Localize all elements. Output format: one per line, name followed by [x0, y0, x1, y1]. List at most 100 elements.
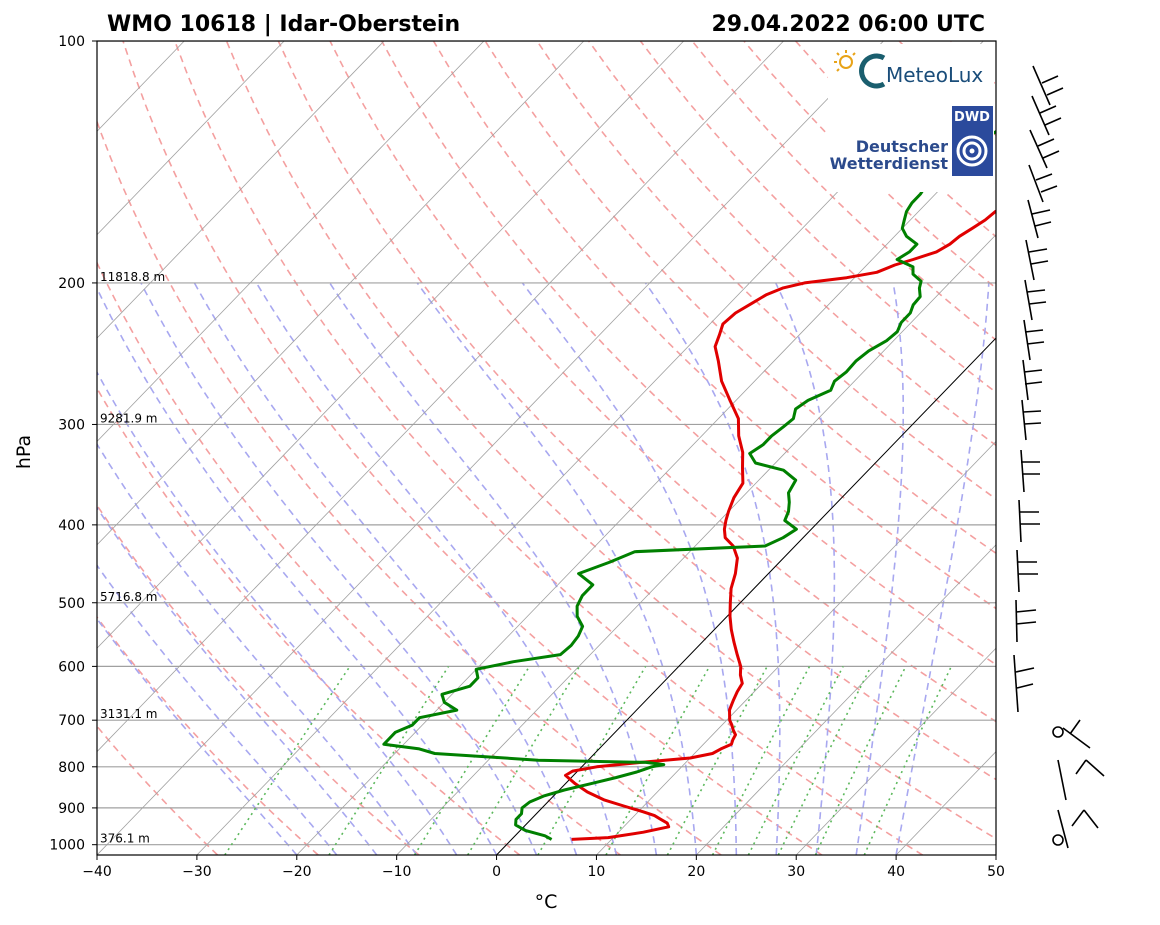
x-tick-label: −20 — [282, 864, 312, 880]
isotherm-line — [97, 41, 485, 443]
moist-adiabat-line — [255, 282, 618, 855]
x-tick-label: 10 — [588, 864, 606, 880]
sounding-series — [382, 129, 996, 841]
y-tick-label: 700 — [58, 713, 85, 729]
moist-adiabat-line — [97, 442, 418, 855]
mixing-ratio-line — [814, 666, 907, 855]
dry-adiabat-line — [97, 260, 621, 855]
y-tick-label: 800 — [58, 760, 85, 776]
x-tick-label: −40 — [82, 864, 112, 880]
station-title: WMO 10618 | Idar-Oberstein — [107, 12, 460, 37]
x-tick-label: −10 — [382, 864, 412, 880]
height-label: 376.1 m — [100, 832, 150, 846]
dry-adiabat-line — [329, 41, 996, 723]
x-tick-label: 20 — [687, 864, 705, 880]
x-axis-label: °C — [535, 891, 558, 913]
moist-adiabat-line — [329, 282, 658, 855]
mixing-ratio-line — [777, 666, 872, 855]
x-tick-label: 30 — [787, 864, 805, 880]
dwd-line2: Wetterdienst — [830, 154, 949, 173]
moist-adiabat-line — [97, 564, 338, 855]
y-tick-label: 500 — [58, 596, 85, 612]
moist-adiabat-line — [97, 506, 378, 855]
zero-isotherm — [496, 337, 996, 855]
x-axis-ticks: −40 −30 −20 −10 0 10 20 30 40 50 — [82, 855, 1005, 880]
isotherm-line — [97, 41, 884, 855]
height-label: 11818.8 m — [100, 270, 165, 284]
dry-adiabat-line — [97, 615, 319, 855]
y-tick-label: 400 — [58, 518, 85, 534]
dry-adiabat-line — [432, 41, 996, 610]
x-tick-label: 40 — [887, 864, 905, 880]
moist-adiabat-line — [774, 282, 836, 855]
isotherm-line — [97, 41, 684, 649]
wind-barbs — [1013, 65, 1105, 849]
isotherm-line — [696, 544, 996, 855]
x-tick-label: −30 — [182, 864, 212, 880]
height-label: 9281.9 m — [100, 411, 158, 425]
isotherm-line — [97, 41, 784, 753]
dry-adiabat-line — [1003, 41, 1160, 855]
y-axis-ticks: 100 200 300 400 500 600 700 800 900 1000 — [49, 34, 97, 854]
moist-adiabats — [97, 282, 990, 855]
dry-adiabat-line — [97, 119, 722, 855]
y-tick-label: 1000 — [49, 838, 85, 854]
isotherm-line — [596, 440, 996, 855]
mixing-ratio-line — [328, 665, 450, 855]
y-tick-label: 200 — [58, 276, 85, 292]
isotherm-line — [995, 854, 996, 855]
isotherm-line — [97, 41, 585, 546]
dry-adiabat-line — [122, 41, 823, 855]
x-tick-label: 50 — [987, 864, 1005, 880]
dry-adiabat-line — [97, 386, 521, 855]
dwd-abbr: DWD — [954, 110, 990, 125]
dry-adiabat-line — [484, 41, 996, 555]
height-label: 3131.1 m — [100, 707, 158, 721]
y-tick-label: 300 — [58, 417, 85, 433]
y-tick-label: 100 — [58, 34, 85, 50]
meteolux-swirl-icon — [859, 53, 886, 89]
y-tick-label: 900 — [58, 801, 85, 817]
mixing-ratio-line — [747, 666, 844, 855]
x-tick-label: 0 — [492, 864, 501, 880]
plot-area: 11818.8 m 9281.9 m 5716.8 m 3131.1 m 376.1 m… — [97, 41, 1160, 855]
dewpoint-profile-line — [382, 129, 996, 841]
moist-adiabat-line — [97, 286, 498, 855]
mixing-ratio-line — [413, 665, 531, 855]
moist-adiabat-line — [97, 370, 458, 855]
height-label: 5716.8 m — [100, 590, 158, 604]
dry-adiabat-line — [536, 41, 996, 500]
mixing-ratio-line — [666, 666, 768, 855]
isotherm-line — [795, 647, 996, 855]
dry-adiabat-line — [277, 41, 996, 781]
meteolux-logo: MeteoLux — [834, 50, 983, 89]
dwd-spiral-icon — [956, 135, 988, 167]
dry-adiabat-line — [380, 41, 996, 666]
moist-adiabat-line — [193, 282, 578, 855]
mixing-ratio-line — [863, 666, 953, 855]
plot-frame — [96, 40, 997, 856]
moist-adiabat-line — [140, 282, 538, 855]
moist-adiabat-line — [97, 617, 298, 855]
temperature-profile-line — [564, 209, 996, 841]
dwd-line1: Deutscher — [856, 137, 948, 156]
sun-icon — [834, 50, 856, 72]
mixing-ratio-lines — [224, 665, 953, 855]
meteolux-wordmark: MeteoLux — [886, 63, 983, 87]
dry-adiabat-line — [1106, 41, 1160, 855]
moist-adiabat-line — [895, 282, 990, 855]
dwd-logo: DWD Deutscher Wetterdienst — [830, 106, 993, 176]
moist-adiabat-line — [521, 282, 738, 855]
zero-isotherm-line — [496, 337, 996, 855]
dry-adiabat-line — [174, 41, 924, 855]
isotherm-line — [396, 234, 996, 855]
datetime-title: 29.04.2022 06:00 UTC — [711, 12, 985, 37]
moist-adiabat-line — [416, 282, 698, 855]
moist-adiabat-line — [855, 282, 904, 855]
height-labels: 11818.8 m 9281.9 m 5716.8 m 3131.1 m 376.1 m — [100, 270, 165, 846]
mixing-ratio-line — [711, 666, 811, 855]
isotherm-line — [97, 41, 285, 236]
isotherm-line — [97, 41, 385, 339]
dry-adiabat-line — [225, 41, 996, 840]
